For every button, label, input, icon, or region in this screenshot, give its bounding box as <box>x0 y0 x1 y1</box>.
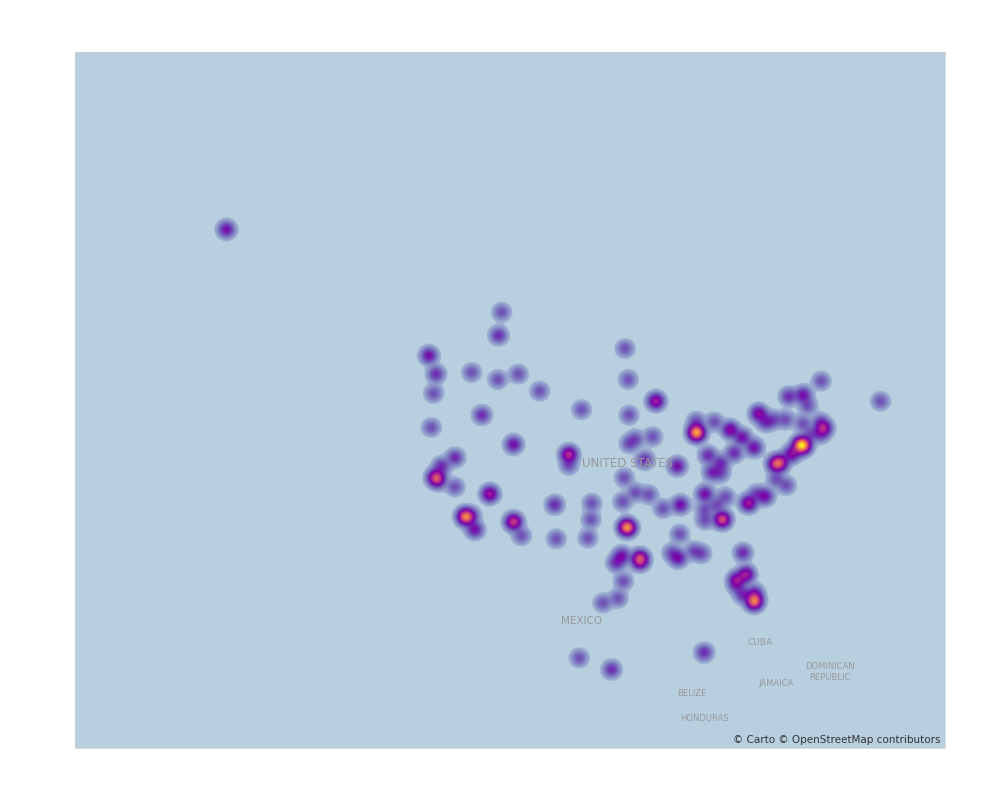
Text: MEXICO: MEXICO <box>561 617 602 626</box>
Text: HONDURAS: HONDURAS <box>680 714 729 723</box>
Text: BELIZE: BELIZE <box>677 689 706 698</box>
Text: © Carto © OpenStreetMap contributors: © Carto © OpenStreetMap contributors <box>733 734 941 745</box>
Text: CUBA: CUBA <box>747 638 772 647</box>
Text: JAMAICA: JAMAICA <box>759 679 794 688</box>
Text: UNITED STATES: UNITED STATES <box>582 457 673 470</box>
Text: DOMINICAN
REPUBLIC: DOMINICAN REPUBLIC <box>805 662 855 682</box>
